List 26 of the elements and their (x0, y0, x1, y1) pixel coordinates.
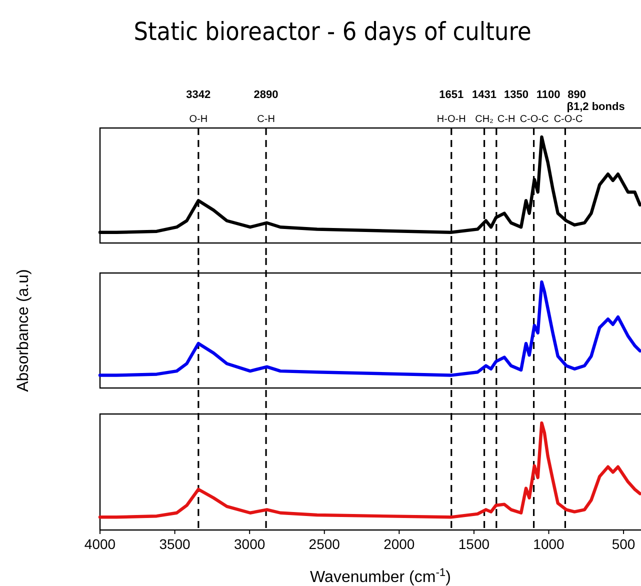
y-axis-title: Absorbance (a.u) (15, 269, 32, 392)
x-tick-label: 2500 (308, 536, 340, 552)
x-axis-title: Wavenumber (cm$^{-1}$) (310, 567, 451, 586)
x-tick-label: 3500 (159, 536, 191, 552)
ref-line-label: 1100 (536, 89, 560, 101)
ref-line-label: 1350 (504, 89, 529, 101)
chart-title: Static bioreactor - 6 days of culture (134, 17, 532, 46)
ref-line-label: 1431 (472, 89, 497, 101)
text: C-H (497, 114, 516, 125)
text: CH₂ (475, 114, 494, 125)
text: C-O-C (554, 114, 583, 125)
x-tick-label: 1000 (533, 536, 565, 552)
x-tick-label: 1500 (458, 536, 490, 552)
text: C-H (257, 114, 275, 125)
text: H-O-H (436, 114, 466, 125)
x-tick-label: 2000 (384, 536, 415, 552)
ref-line-label: 2890 (254, 89, 278, 101)
text: O-H (189, 114, 208, 125)
ref-line-label: 3342 (186, 89, 211, 101)
ref-line-label: 890 (568, 89, 586, 101)
x-tick-label: 4000 (84, 536, 116, 552)
x-tick-label: 3000 (234, 536, 266, 552)
ref-line-label: 1651 (439, 89, 464, 101)
text: β1,2 bonds (566, 101, 625, 113)
x-tick-label: 500 (612, 536, 636, 552)
text: C-O-C (520, 114, 549, 125)
